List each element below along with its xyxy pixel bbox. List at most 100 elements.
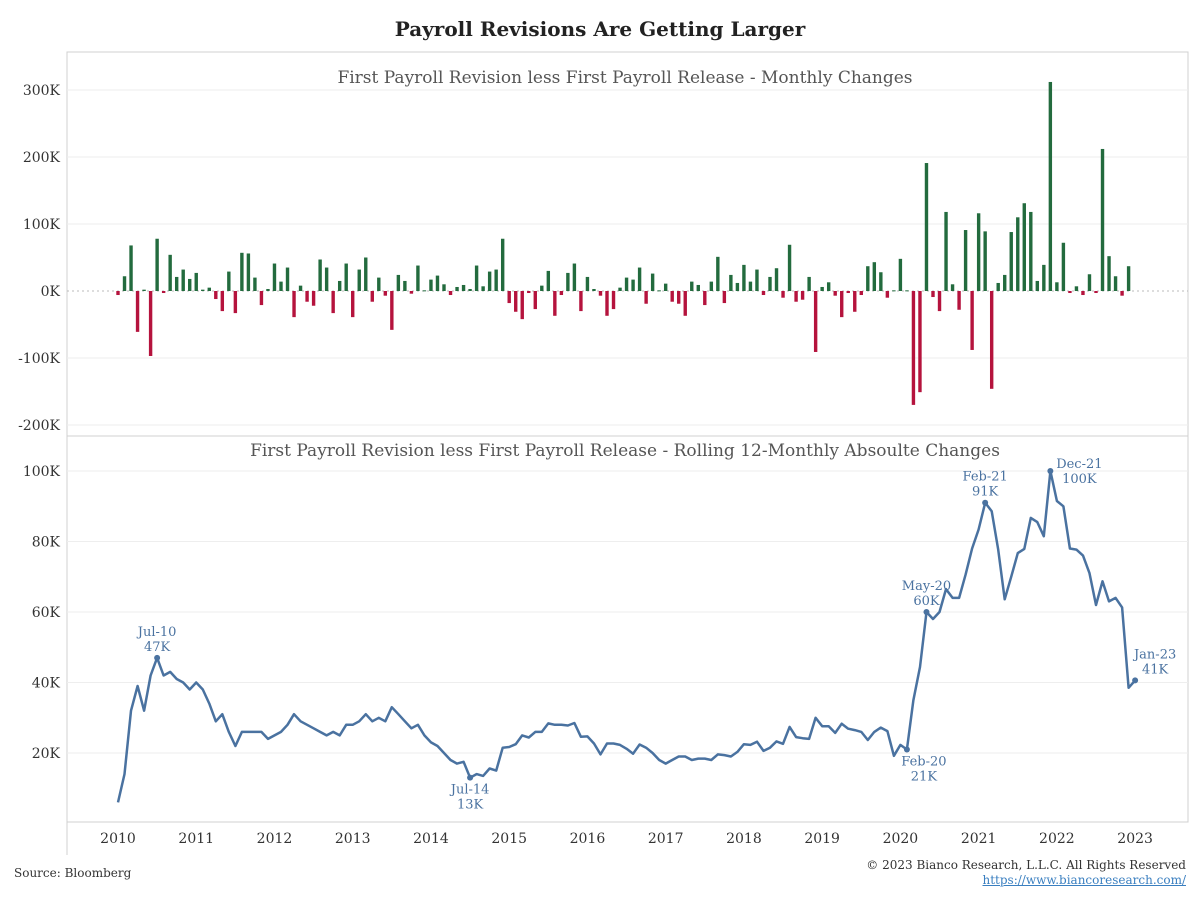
y-tick-label: 40K (32, 676, 61, 692)
annotation-point (923, 609, 930, 615)
bar (1074, 286, 1079, 291)
bar (514, 291, 518, 312)
bar (1016, 217, 1020, 291)
bar (566, 272, 570, 291)
bar (337, 280, 342, 291)
bar (605, 291, 609, 316)
bar (390, 291, 394, 330)
website-link[interactable]: https://www.biancoresearch.com/ (982, 873, 1186, 887)
bar (716, 256, 720, 291)
bar (1048, 81, 1053, 292)
bar (748, 281, 753, 291)
annotation-date: Feb-20 (901, 754, 946, 769)
bar (800, 291, 805, 300)
panel-title: First Payroll Revision less First Payrol… (337, 68, 912, 88)
bar (709, 281, 714, 291)
bar (1100, 148, 1105, 291)
bar (650, 273, 655, 291)
bar (357, 269, 361, 291)
bar (553, 291, 557, 316)
bar (976, 213, 981, 291)
bar (435, 275, 440, 291)
bar (409, 291, 414, 294)
y-tick-label: 80K (32, 535, 61, 551)
y-tick-label: 100K (23, 464, 61, 480)
bar (448, 291, 453, 296)
bar (768, 276, 772, 291)
bar (298, 285, 303, 291)
bar (364, 257, 368, 291)
panel-title: First Payroll Revision less First Payrol… (250, 441, 1000, 461)
bar (188, 278, 192, 291)
bar (116, 291, 120, 296)
bar (318, 259, 322, 291)
bar (885, 291, 890, 298)
bar (220, 291, 225, 312)
bar (1042, 264, 1046, 291)
x-tick-label: 2014 (413, 831, 449, 847)
bar (840, 291, 844, 318)
bar (696, 284, 700, 291)
bar (898, 258, 903, 291)
bar (285, 267, 290, 291)
bar (500, 238, 505, 291)
bar (1061, 242, 1066, 291)
bar (755, 269, 759, 291)
bar (429, 279, 433, 291)
annotation-point (1132, 677, 1139, 684)
x-tick-label: 2013 (335, 831, 371, 847)
bar (416, 265, 420, 291)
bar (559, 291, 564, 296)
bar (722, 291, 727, 304)
bar (455, 286, 459, 291)
bar (461, 284, 466, 291)
bar (957, 291, 961, 310)
annotation-value: 13K (457, 798, 484, 813)
bar (820, 286, 824, 291)
bar (774, 268, 779, 291)
bar (637, 267, 642, 291)
bar (520, 291, 524, 320)
bar (122, 276, 127, 291)
annotation-value: 21K (911, 769, 938, 784)
annotation-point (154, 654, 161, 661)
bar (129, 245, 133, 291)
bar (214, 291, 218, 300)
bar (396, 274, 401, 291)
annotation-point (982, 499, 989, 506)
bar (1009, 232, 1013, 291)
bar (579, 291, 583, 312)
bar (1081, 291, 1085, 296)
bar (292, 291, 296, 318)
x-tick-label: 2011 (178, 831, 214, 847)
bar (624, 277, 629, 291)
bar (866, 266, 870, 291)
x-tick-label: 2023 (1117, 831, 1153, 847)
x-tick-label: 2016 (570, 831, 606, 847)
annotation-value: 91K (972, 485, 999, 500)
annotation-point (1047, 468, 1054, 474)
bar (201, 289, 205, 291)
bar (1107, 256, 1111, 291)
bar (377, 277, 381, 291)
bar (924, 163, 929, 291)
bar (331, 291, 335, 314)
bar (324, 267, 329, 291)
y-tick-label: 100K (23, 217, 61, 233)
bar (1022, 203, 1026, 291)
bar (657, 290, 661, 292)
bar (950, 284, 955, 291)
bar (1120, 291, 1124, 296)
bar (742, 264, 746, 291)
bar (246, 253, 251, 291)
bar (989, 291, 994, 389)
bar (174, 276, 179, 291)
bar (859, 291, 863, 296)
bar (481, 286, 485, 291)
annotation-value: 41K (1142, 662, 1169, 677)
source-note: Source: Bloomberg (14, 866, 132, 880)
bar (963, 230, 968, 291)
copyright-note: © 2023 Bianco Research, L.L.C. All Right… (866, 858, 1186, 872)
x-tick-label: 2012 (257, 831, 293, 847)
y-tick-label: 60K (32, 605, 61, 621)
